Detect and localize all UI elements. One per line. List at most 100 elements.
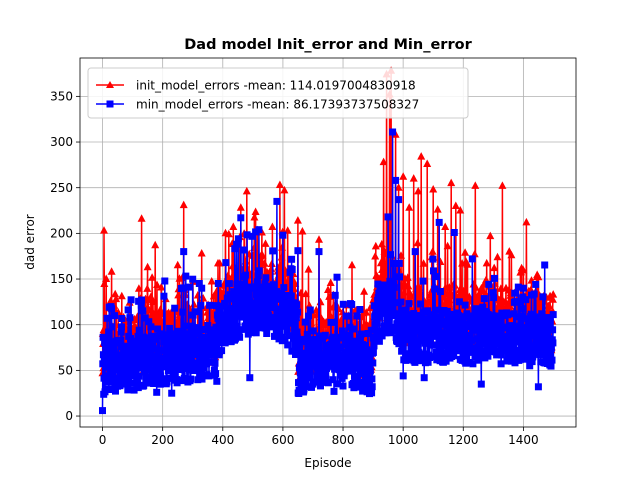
data-point <box>447 178 456 187</box>
data-point <box>147 323 155 331</box>
data-point <box>374 294 382 301</box>
legend-marker-square <box>106 100 114 108</box>
data-point <box>271 293 279 300</box>
data-point <box>346 342 354 349</box>
data-point <box>461 350 468 358</box>
data-point <box>250 324 258 332</box>
data-point <box>430 332 438 340</box>
data-point <box>414 283 423 291</box>
data-point <box>133 352 140 360</box>
data-point <box>349 325 357 333</box>
data-point <box>429 341 437 349</box>
data-point <box>124 306 132 314</box>
data-point <box>138 359 146 367</box>
data-point <box>549 311 557 319</box>
data-point <box>416 287 424 295</box>
data-point <box>412 318 419 326</box>
data-point <box>548 356 556 364</box>
data-point <box>400 322 408 330</box>
data-point <box>233 280 241 288</box>
data-point <box>409 336 417 344</box>
data-point <box>417 337 425 345</box>
data-point <box>545 320 553 328</box>
data-point <box>113 361 121 369</box>
data-point <box>157 330 165 338</box>
data-point <box>321 331 329 339</box>
data-point <box>110 366 118 374</box>
data-point <box>357 330 365 338</box>
data-point <box>346 334 354 342</box>
data-point <box>479 303 487 311</box>
data-point <box>357 334 364 342</box>
x-axis-label: Episode <box>304 456 351 470</box>
data-point <box>419 259 428 267</box>
data-point <box>267 303 275 310</box>
data-point <box>365 379 373 387</box>
data-point <box>445 283 454 291</box>
data-point <box>161 363 169 371</box>
data-point <box>418 316 426 324</box>
data-point <box>428 353 436 361</box>
chart-title: Dad model Init_error and Min_error <box>184 37 472 53</box>
data-point <box>497 319 504 327</box>
data-point <box>305 370 313 378</box>
y-tick-label: 250 <box>50 181 73 195</box>
data-point <box>293 301 301 309</box>
data-point <box>374 280 382 288</box>
data-point <box>390 260 398 267</box>
data-point <box>148 273 157 281</box>
data-point <box>128 371 136 379</box>
data-point <box>181 322 189 330</box>
data-point <box>315 235 323 243</box>
data-point <box>301 360 309 368</box>
data-point <box>173 333 180 341</box>
legend-marker-triangle <box>106 81 114 88</box>
data-point <box>246 374 254 382</box>
data-point <box>342 331 350 339</box>
data-point <box>315 248 323 256</box>
data-point <box>298 227 307 235</box>
data-point <box>224 229 233 238</box>
data-point <box>420 374 428 382</box>
data-point <box>136 330 144 338</box>
data-point <box>368 383 376 391</box>
data-point <box>156 305 165 313</box>
data-point <box>270 284 278 292</box>
data-point <box>386 277 394 285</box>
data-point <box>528 323 536 331</box>
data-point <box>112 387 119 395</box>
data-point <box>546 314 553 322</box>
data-point <box>397 330 405 338</box>
data-point <box>455 298 463 306</box>
data-point <box>188 360 196 368</box>
x-tick-label: 1000 <box>388 433 419 447</box>
data-point <box>480 295 488 303</box>
data-point <box>296 288 305 297</box>
data-point <box>441 332 449 340</box>
data-point <box>130 386 138 394</box>
x-tick-label: 1400 <box>508 433 539 447</box>
data-point <box>213 302 220 310</box>
data-point <box>497 360 505 368</box>
data-point <box>321 352 329 360</box>
data-point <box>356 306 364 313</box>
data-point <box>401 306 409 314</box>
data-point <box>288 266 296 273</box>
data-point <box>549 326 557 334</box>
data-point <box>503 347 511 354</box>
data-point <box>441 341 449 349</box>
data-point <box>298 335 306 343</box>
data-point <box>465 359 473 366</box>
data-point <box>549 339 557 347</box>
data-point <box>549 290 558 298</box>
data-point <box>493 252 502 261</box>
data-point <box>111 312 119 320</box>
data-point <box>221 339 229 347</box>
data-point <box>265 317 273 325</box>
data-point <box>491 274 498 282</box>
data-point <box>247 299 255 307</box>
data-point <box>117 291 126 300</box>
data-point <box>424 307 432 315</box>
data-point <box>153 280 161 288</box>
data-point <box>467 348 475 356</box>
